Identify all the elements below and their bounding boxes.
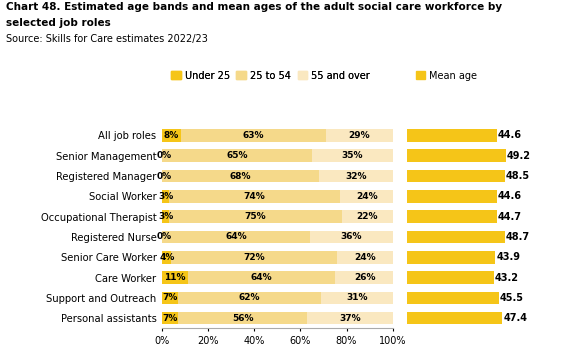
Bar [319, 170, 393, 183]
Text: 0%: 0% [157, 233, 172, 241]
Bar [407, 292, 498, 304]
Text: 49.2: 49.2 [507, 151, 531, 161]
Bar [337, 251, 393, 264]
Bar [340, 190, 395, 203]
Text: 3%: 3% [158, 192, 173, 201]
Bar [162, 170, 319, 183]
Text: 29%: 29% [348, 131, 370, 140]
Text: 72%: 72% [244, 253, 265, 262]
Text: 36%: 36% [340, 233, 362, 241]
Text: 4%: 4% [159, 253, 175, 262]
Bar [162, 251, 171, 264]
Text: 0%: 0% [157, 151, 172, 160]
Text: 7%: 7% [163, 293, 178, 302]
Text: 48.7: 48.7 [506, 232, 530, 242]
Text: 74%: 74% [244, 192, 265, 201]
Text: 8%: 8% [164, 131, 179, 140]
Text: 43.2: 43.2 [495, 273, 519, 282]
Bar [162, 210, 169, 223]
Text: Chart 48. Estimated age bands and mean ages of the adult social care workforce b: Chart 48. Estimated age bands and mean a… [6, 2, 502, 12]
Text: 47.4: 47.4 [503, 313, 527, 323]
Bar [312, 149, 393, 162]
Bar [407, 231, 505, 243]
Text: 3%: 3% [158, 212, 173, 221]
Bar [169, 210, 342, 223]
Bar [162, 271, 188, 284]
Bar [162, 231, 310, 243]
Legend: Mean age: Mean age [412, 67, 481, 84]
Text: 64%: 64% [225, 233, 247, 241]
Bar [407, 149, 506, 162]
Text: 24%: 24% [356, 192, 378, 201]
Text: 44.7: 44.7 [498, 212, 522, 222]
Bar [407, 271, 494, 284]
Bar [407, 190, 497, 203]
Text: 45.5: 45.5 [500, 293, 523, 303]
Bar [180, 129, 326, 142]
Text: 26%: 26% [354, 273, 376, 282]
Text: 22%: 22% [357, 212, 378, 221]
Bar [407, 210, 497, 223]
Text: selected job roles: selected job roles [6, 18, 110, 28]
Bar [321, 292, 393, 304]
Text: 0%: 0% [157, 172, 172, 180]
Bar [178, 312, 307, 324]
Bar [335, 271, 395, 284]
Text: 35%: 35% [341, 151, 363, 160]
Text: 24%: 24% [354, 253, 376, 262]
Text: 68%: 68% [230, 172, 251, 180]
Text: 37%: 37% [339, 314, 361, 323]
Bar [162, 292, 178, 304]
Bar [171, 251, 337, 264]
Text: 7%: 7% [163, 314, 178, 323]
Bar [162, 149, 312, 162]
Bar [188, 271, 335, 284]
Legend: Under 25, 25 to 54, 55 and over: Under 25, 25 to 54, 55 and over [167, 67, 374, 84]
Bar [342, 210, 393, 223]
Text: Source: Skills for Care estimates 2022/23: Source: Skills for Care estimates 2022/2… [6, 34, 208, 43]
Text: 31%: 31% [346, 293, 368, 302]
Bar [178, 292, 321, 304]
Bar [169, 190, 340, 203]
Text: 62%: 62% [239, 293, 261, 302]
Bar [307, 312, 393, 324]
Bar [407, 129, 497, 142]
Bar [407, 251, 496, 264]
Bar [326, 129, 393, 142]
Bar [310, 231, 393, 243]
Text: 75%: 75% [245, 212, 266, 221]
Bar [407, 170, 505, 183]
Bar [162, 312, 178, 324]
Text: 56%: 56% [232, 314, 254, 323]
Text: 64%: 64% [250, 273, 272, 282]
Bar [162, 190, 169, 203]
Text: 11%: 11% [164, 273, 185, 282]
Text: 32%: 32% [345, 172, 366, 180]
Text: 48.5: 48.5 [505, 171, 530, 181]
Bar [407, 312, 502, 324]
Text: 65%: 65% [226, 151, 248, 160]
Text: 63%: 63% [242, 131, 264, 140]
Text: 44.6: 44.6 [498, 191, 522, 201]
Text: 43.9: 43.9 [496, 252, 520, 262]
Text: 44.6: 44.6 [498, 131, 522, 140]
Bar [162, 129, 180, 142]
